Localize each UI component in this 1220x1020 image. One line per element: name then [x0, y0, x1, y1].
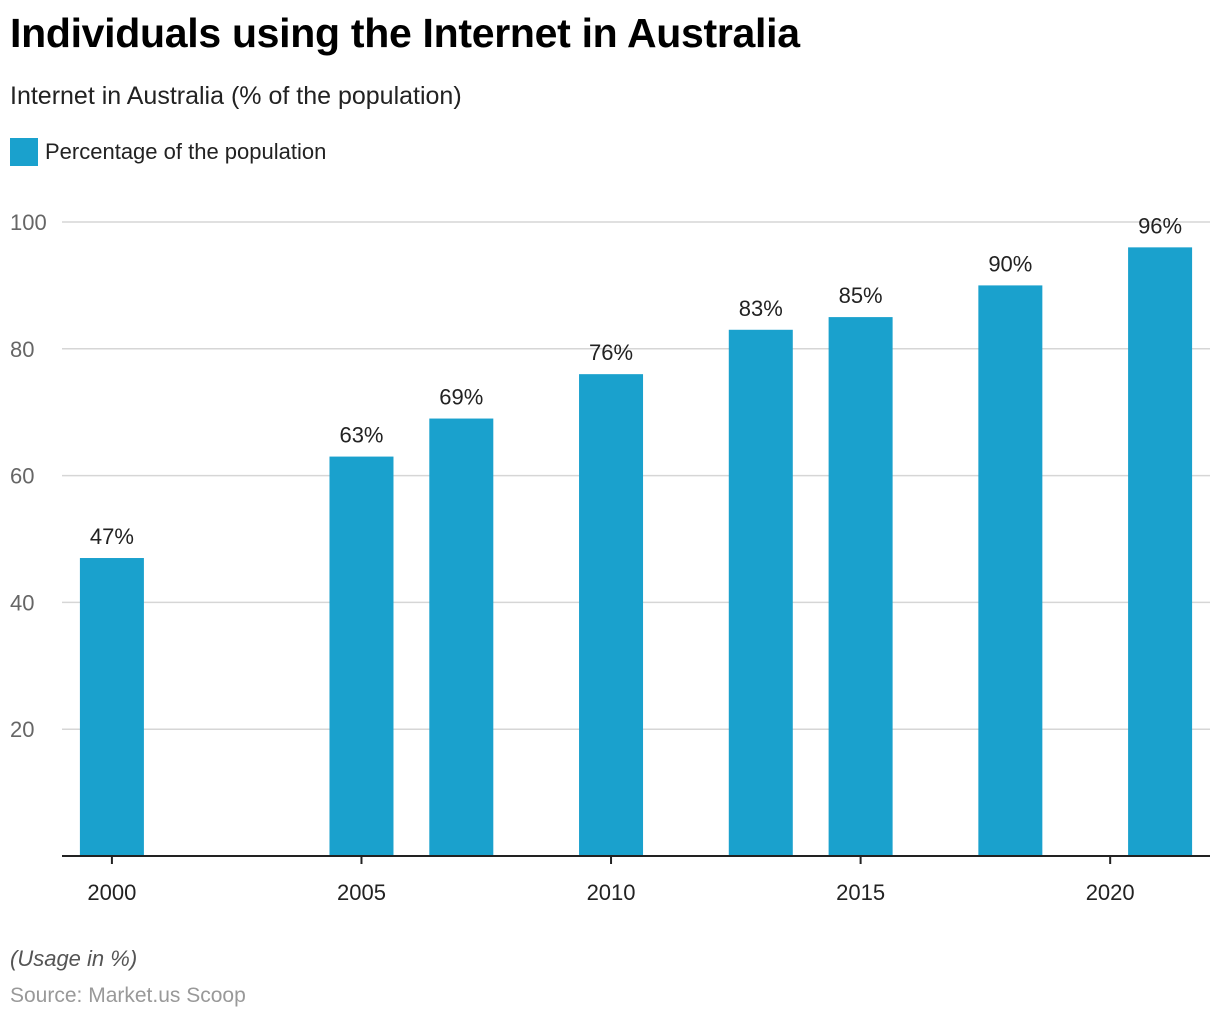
- x-tick-label: 2010: [587, 880, 636, 905]
- bar: [429, 418, 494, 856]
- bar: [579, 374, 644, 856]
- x-tick-label: 2020: [1086, 880, 1135, 905]
- y-tick-label: 20: [10, 717, 34, 742]
- data-label: 90%: [988, 251, 1032, 276]
- data-label: 83%: [739, 296, 783, 321]
- y-tick-label: 60: [10, 464, 34, 489]
- data-label: 63%: [339, 423, 383, 448]
- legend-label: Percentage of the population: [45, 139, 327, 164]
- data-label: 69%: [439, 385, 483, 410]
- bar: [828, 317, 893, 857]
- x-tick-label: 2015: [836, 880, 885, 905]
- bar: [978, 285, 1043, 856]
- data-label: 47%: [90, 524, 134, 549]
- bar: [728, 329, 793, 856]
- y-tick-label: 80: [10, 337, 34, 362]
- usage-note: (Usage in %): [10, 946, 138, 971]
- legend-swatch: [10, 138, 38, 166]
- chart-title: Individuals using the Internet in Austra…: [10, 10, 800, 56]
- x-tick-label: 2000: [87, 880, 136, 905]
- y-tick-label: 100: [10, 210, 47, 235]
- bar: [329, 456, 394, 856]
- data-label: 76%: [589, 340, 633, 365]
- data-label: 96%: [1138, 213, 1182, 238]
- y-tick-label: 40: [10, 590, 34, 615]
- x-tick-label: 2005: [337, 880, 386, 905]
- bar: [79, 558, 144, 856]
- chart-legend: Percentage of the population: [10, 138, 326, 166]
- source-credit: Source: Market.us Scoop: [10, 984, 246, 1007]
- chart-subtitle: Internet in Australia (% of the populati…: [10, 82, 462, 110]
- bar: [1128, 247, 1193, 857]
- data-label: 85%: [839, 283, 883, 308]
